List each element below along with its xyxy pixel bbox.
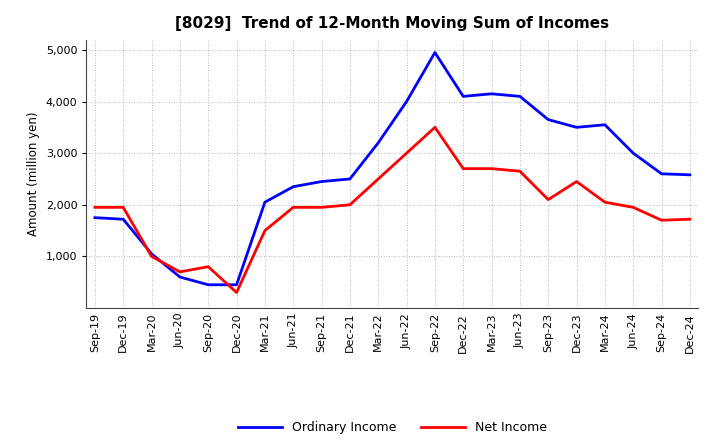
Net Income [346,202,354,207]
Net Income [204,264,212,269]
Net Income [572,179,581,184]
Net Income [685,216,694,222]
Net Income [629,205,637,210]
Ordinary Income [487,91,496,96]
Ordinary Income [431,50,439,55]
Net Income [318,205,326,210]
Title: [8029]  Trend of 12-Month Moving Sum of Incomes: [8029] Trend of 12-Month Moving Sum of I… [176,16,609,32]
Ordinary Income [374,140,382,146]
Ordinary Income [685,172,694,177]
Net Income [261,228,269,233]
Net Income [402,150,411,156]
Ordinary Income [119,216,127,222]
Net Income [119,205,127,210]
Net Income [148,254,156,259]
Net Income [600,200,609,205]
Net Income [91,205,99,210]
Line: Net Income: Net Income [95,127,690,293]
Net Income [374,176,382,182]
Ordinary Income [657,171,666,176]
Ordinary Income [91,215,99,220]
Net Income [516,169,524,174]
Net Income [431,125,439,130]
Net Income [176,269,184,275]
Ordinary Income [572,125,581,130]
Ordinary Income [516,94,524,99]
Net Income [459,166,467,171]
Ordinary Income [233,282,241,287]
Ordinary Income [204,282,212,287]
Ordinary Income [148,251,156,257]
Y-axis label: Amount (million yen): Amount (million yen) [27,112,40,236]
Net Income [289,205,297,210]
Ordinary Income [402,99,411,104]
Ordinary Income [289,184,297,189]
Legend: Ordinary Income, Net Income: Ordinary Income, Net Income [233,416,552,439]
Ordinary Income [318,179,326,184]
Net Income [544,197,552,202]
Line: Ordinary Income: Ordinary Income [95,52,690,285]
Ordinary Income [600,122,609,128]
Ordinary Income [629,150,637,156]
Net Income [233,290,241,295]
Net Income [657,218,666,223]
Ordinary Income [176,275,184,280]
Net Income [487,166,496,171]
Ordinary Income [544,117,552,122]
Ordinary Income [261,200,269,205]
Ordinary Income [346,176,354,182]
Ordinary Income [459,94,467,99]
